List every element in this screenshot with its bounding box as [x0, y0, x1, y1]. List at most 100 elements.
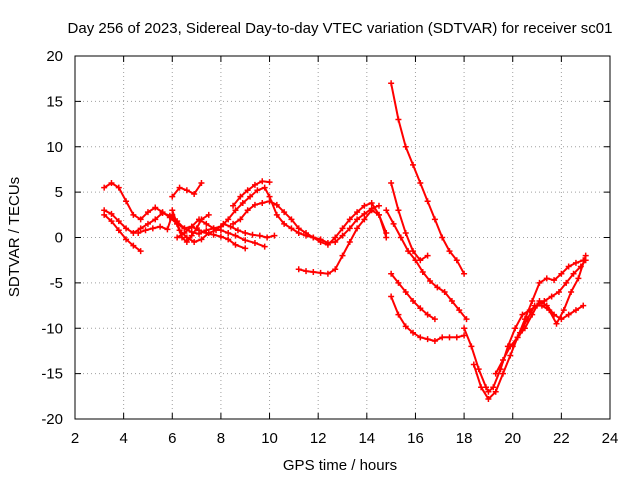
data-point — [230, 220, 237, 227]
y-tick-label: -20 — [41, 411, 63, 428]
data-point — [361, 216, 368, 223]
y-tick-label: 0 — [55, 230, 63, 247]
data-point — [383, 207, 390, 214]
data-point — [108, 218, 115, 225]
data-point — [144, 209, 151, 216]
data-point — [264, 234, 271, 241]
series-track9 — [230, 198, 390, 248]
series-line — [385, 209, 468, 320]
series-track14 — [388, 270, 438, 323]
series-track19 — [509, 252, 589, 350]
data-point — [568, 288, 575, 295]
data-point — [273, 211, 280, 218]
y-tick-label: -5 — [50, 275, 63, 292]
data-point — [266, 198, 273, 205]
data-point — [152, 216, 159, 223]
data-point — [536, 279, 543, 286]
data-point — [324, 241, 331, 248]
data-point — [470, 361, 477, 368]
x-tick-label: 8 — [217, 430, 225, 447]
data-point — [346, 239, 353, 246]
data-point — [424, 198, 431, 205]
data-point — [529, 298, 536, 305]
data-point — [431, 216, 438, 223]
y-tick-label: 5 — [55, 184, 63, 201]
data-point — [259, 178, 266, 185]
y-tick-label: -15 — [41, 366, 63, 383]
data-point — [281, 220, 288, 227]
data-point — [332, 234, 339, 241]
data-point — [244, 207, 251, 214]
data-point — [183, 239, 190, 246]
series-track8 — [230, 178, 273, 209]
data-point — [395, 311, 402, 318]
data-point — [570, 270, 577, 277]
data-point — [239, 200, 246, 207]
data-point — [317, 239, 324, 246]
data-point — [339, 232, 346, 239]
data-point — [225, 216, 232, 223]
data-point — [169, 193, 176, 200]
data-point — [558, 270, 565, 277]
data-point — [317, 269, 324, 276]
data-point — [164, 226, 171, 233]
data-point — [123, 236, 130, 243]
data-point — [115, 227, 122, 234]
data-point — [108, 180, 115, 187]
data-point — [546, 307, 553, 314]
data-point — [339, 225, 346, 232]
data-point — [485, 396, 492, 403]
y-tick-label: 20 — [46, 48, 63, 65]
data-point — [475, 366, 482, 373]
data-point — [517, 329, 524, 336]
data-point — [101, 211, 108, 218]
data-point — [565, 263, 572, 270]
data-point — [395, 207, 402, 214]
data-point — [431, 316, 438, 323]
data-point — [115, 218, 122, 225]
data-point — [324, 270, 331, 277]
data-point — [368, 207, 375, 214]
data-point — [395, 279, 402, 286]
data-point — [205, 211, 212, 218]
data-point — [159, 209, 166, 216]
data-point — [203, 220, 210, 227]
data-point — [565, 311, 572, 318]
series-track3 — [101, 211, 144, 255]
data-point — [232, 207, 239, 214]
data-point — [354, 209, 361, 216]
data-point — [232, 241, 239, 248]
data-point — [288, 225, 295, 232]
data-point — [390, 220, 397, 227]
data-point — [538, 302, 545, 309]
x-tick-label: 16 — [407, 430, 424, 447]
series-line — [494, 300, 584, 375]
data-point — [181, 229, 188, 236]
data-point — [417, 305, 424, 312]
data-point — [410, 298, 417, 305]
data-point — [339, 252, 346, 259]
data-point — [295, 225, 302, 232]
data-point — [431, 337, 438, 344]
y-tick-label: 15 — [46, 93, 63, 110]
data-point — [254, 187, 261, 194]
data-point — [174, 234, 181, 241]
series-track12 — [388, 180, 431, 264]
data-point — [137, 248, 144, 255]
data-point — [205, 229, 212, 236]
x-tick-label: 22 — [553, 430, 570, 447]
data-point — [548, 293, 555, 300]
data-point — [137, 225, 144, 232]
data-point — [237, 193, 244, 200]
data-point — [259, 200, 266, 207]
data-point — [144, 220, 151, 227]
data-point — [492, 370, 499, 377]
data-point — [572, 259, 579, 266]
data-point — [461, 325, 468, 332]
series-line — [298, 209, 388, 275]
data-point — [251, 181, 258, 188]
data-point — [500, 357, 506, 364]
y-tick-label: 10 — [46, 139, 63, 156]
data-point — [580, 302, 587, 309]
data-point — [507, 352, 514, 359]
